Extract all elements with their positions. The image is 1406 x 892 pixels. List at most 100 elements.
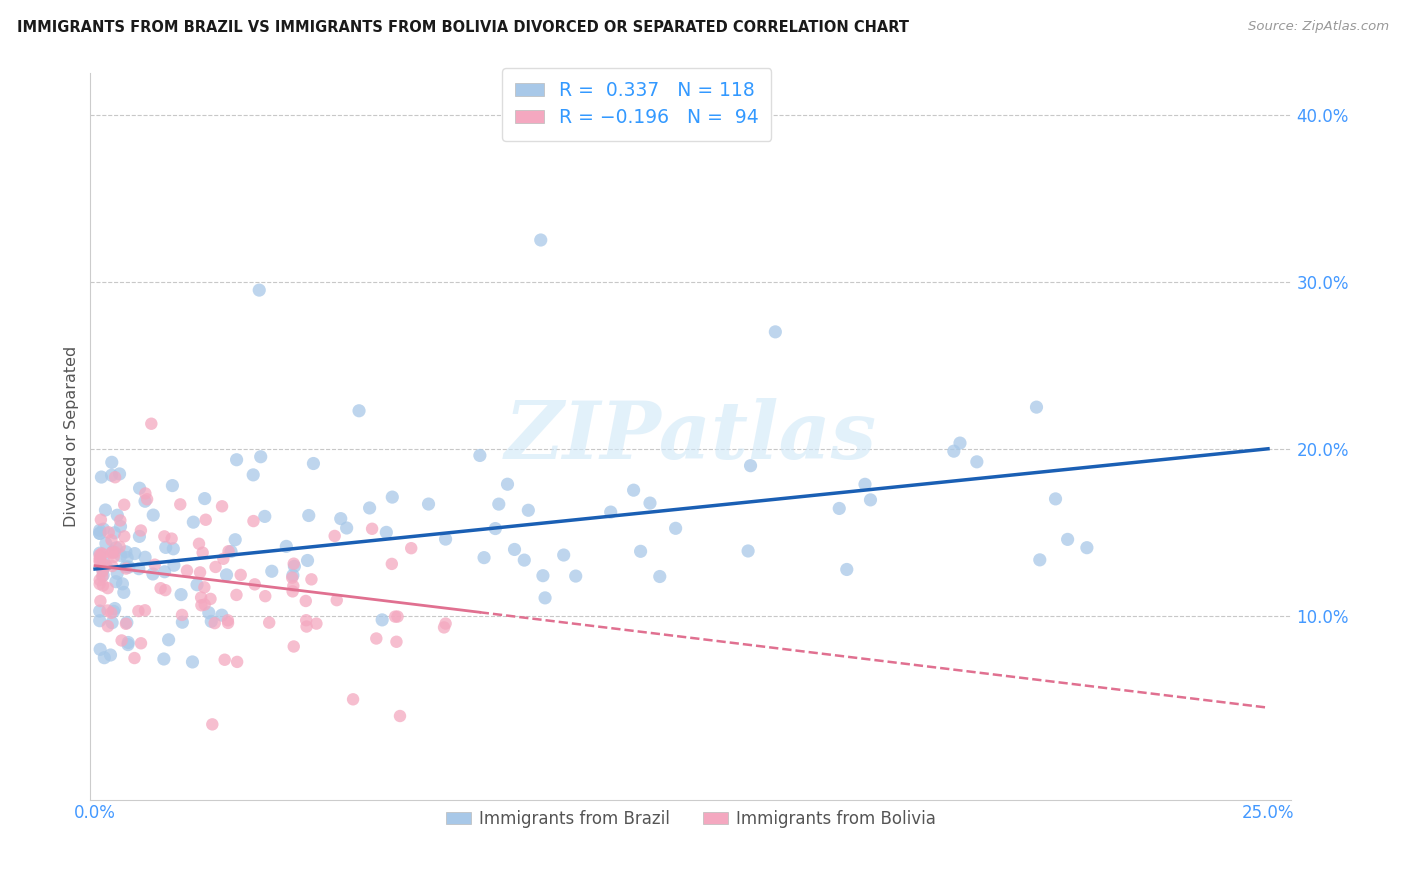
Point	[198, 606, 221, 620]
Point	[112, 498, 135, 512]
Point	[111, 633, 134, 648]
Point	[89, 604, 111, 618]
Point	[97, 581, 120, 595]
Point	[163, 558, 186, 573]
Point	[194, 491, 217, 506]
Point	[257, 615, 280, 630]
Point	[157, 632, 180, 647]
Point	[191, 546, 214, 560]
Point	[104, 601, 127, 615]
Point	[186, 578, 208, 592]
Point	[188, 537, 211, 551]
Point	[101, 545, 124, 559]
Point	[105, 541, 128, 555]
Point	[1045, 491, 1067, 506]
Point	[93, 558, 115, 572]
Point	[100, 648, 122, 662]
Point	[142, 508, 165, 522]
Point	[204, 616, 226, 631]
Y-axis label: Divorced or Separated: Divorced or Separated	[65, 345, 79, 527]
Legend: Immigrants from Brazil, Immigrants from Bolivia: Immigrants from Brazil, Immigrants from …	[439, 804, 943, 835]
Point	[217, 615, 239, 630]
Point	[214, 653, 236, 667]
Point	[128, 481, 150, 495]
Text: IMMIGRANTS FROM BRAZIL VS IMMIGRANTS FROM BOLIVIA DIVORCED OR SEPARATED CORRELAT: IMMIGRANTS FROM BRAZIL VS IMMIGRANTS FRO…	[17, 20, 908, 35]
Point	[100, 546, 122, 560]
Point	[517, 503, 540, 517]
Point	[153, 529, 176, 543]
Point	[134, 494, 156, 508]
Point	[295, 613, 318, 627]
Point	[89, 546, 111, 560]
Point	[91, 565, 114, 579]
Point	[966, 455, 988, 469]
Point	[153, 652, 176, 666]
Point	[128, 529, 150, 543]
Point	[129, 524, 152, 538]
Point	[418, 497, 440, 511]
Point	[117, 638, 139, 652]
Point	[534, 591, 557, 605]
Point	[93, 556, 115, 570]
Point	[200, 591, 222, 606]
Point	[513, 553, 536, 567]
Point	[665, 521, 688, 535]
Point	[108, 540, 131, 554]
Point	[128, 562, 150, 576]
Point	[323, 529, 346, 543]
Point	[97, 619, 120, 633]
Point	[136, 492, 159, 507]
Point	[188, 566, 211, 580]
Point	[115, 615, 138, 630]
Point	[104, 470, 127, 484]
Point	[433, 620, 456, 634]
Point	[115, 561, 138, 575]
Point	[281, 571, 304, 585]
Point	[359, 500, 381, 515]
Point	[91, 568, 114, 582]
Point	[134, 550, 156, 565]
Point	[283, 579, 305, 593]
Point	[190, 591, 212, 605]
Point	[399, 541, 422, 556]
Point	[302, 457, 325, 471]
Point	[212, 551, 235, 566]
Point	[149, 581, 172, 595]
Point	[100, 468, 122, 483]
Point	[295, 619, 318, 633]
Point	[169, 497, 191, 511]
Point	[226, 655, 249, 669]
Point	[225, 452, 247, 467]
Point	[141, 417, 163, 431]
Point	[200, 615, 222, 629]
Point	[468, 449, 491, 463]
Point	[553, 548, 575, 562]
Point	[531, 568, 554, 582]
Point	[112, 585, 135, 599]
Point	[89, 524, 111, 538]
Text: Source: ZipAtlas.com: Source: ZipAtlas.com	[1249, 20, 1389, 33]
Point	[301, 572, 323, 586]
Point	[89, 550, 111, 565]
Point	[93, 650, 115, 665]
Point	[89, 614, 111, 628]
Point	[242, 514, 264, 528]
Point	[104, 545, 127, 559]
Point	[89, 548, 111, 562]
Point	[160, 532, 183, 546]
Point	[630, 544, 652, 558]
Point	[89, 573, 111, 587]
Point	[118, 560, 141, 574]
Point	[117, 635, 139, 649]
Point	[103, 549, 125, 564]
Point	[97, 525, 120, 540]
Point	[155, 583, 177, 598]
Point	[336, 521, 359, 535]
Point	[96, 603, 118, 617]
Point	[100, 606, 122, 620]
Point	[219, 544, 242, 558]
Point	[472, 550, 495, 565]
Point	[90, 513, 112, 527]
Point	[298, 508, 321, 523]
Point	[215, 567, 238, 582]
